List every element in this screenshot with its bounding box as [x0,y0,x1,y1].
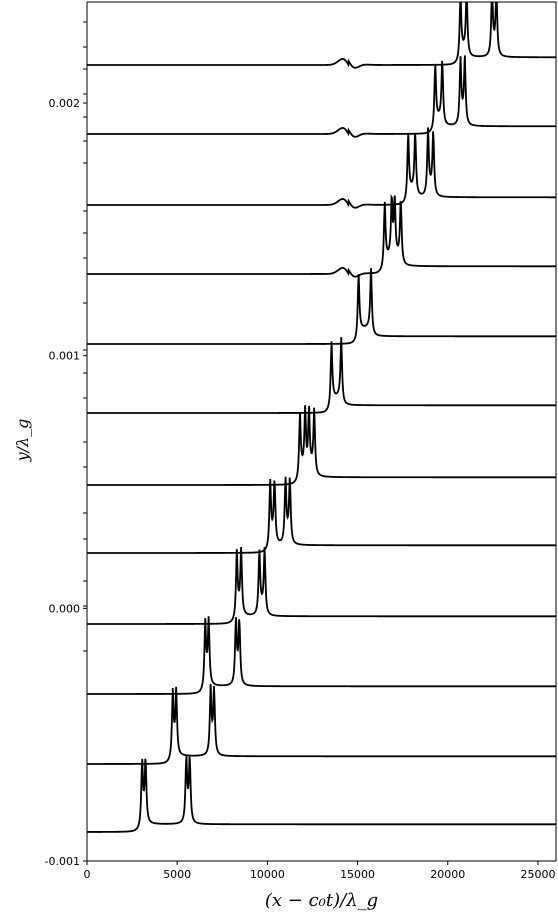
x-axis: 0 5000 10000 15000 20000 25000 [84,861,555,881]
series-line [87,405,556,486]
series-line [87,267,556,345]
series-line [87,127,556,209]
x-tick-label: 20000 [430,868,465,881]
series-line [87,337,556,414]
x-tick-label: 25000 [520,868,555,881]
y-tick-label: 0.001 [49,350,81,363]
y-axis-label: y/λ_g [13,419,32,463]
series-line [87,546,556,625]
x-tick-label: 10000 [250,868,285,881]
series-line [87,2,556,69]
x-tick-label: 5000 [163,868,191,881]
plot-frame [86,1,557,862]
series-line [87,683,556,765]
series-line [87,55,556,138]
y-tick-label: 0.000 [49,602,81,615]
y-tick-label: -0.001 [45,855,80,868]
series-line [87,616,556,695]
series-line [87,476,556,554]
x-tick-label: 0 [84,868,91,881]
series-line [87,755,556,833]
x-axis-label: (x − c₀t)/λ_g [265,890,378,911]
x-tick-label: 15000 [340,868,375,881]
y-axis: -0.001 0.000 0.001 0.002 [45,21,87,868]
series-line [87,194,556,278]
curves [87,2,556,833]
y-tick-label: 0.002 [49,97,81,110]
